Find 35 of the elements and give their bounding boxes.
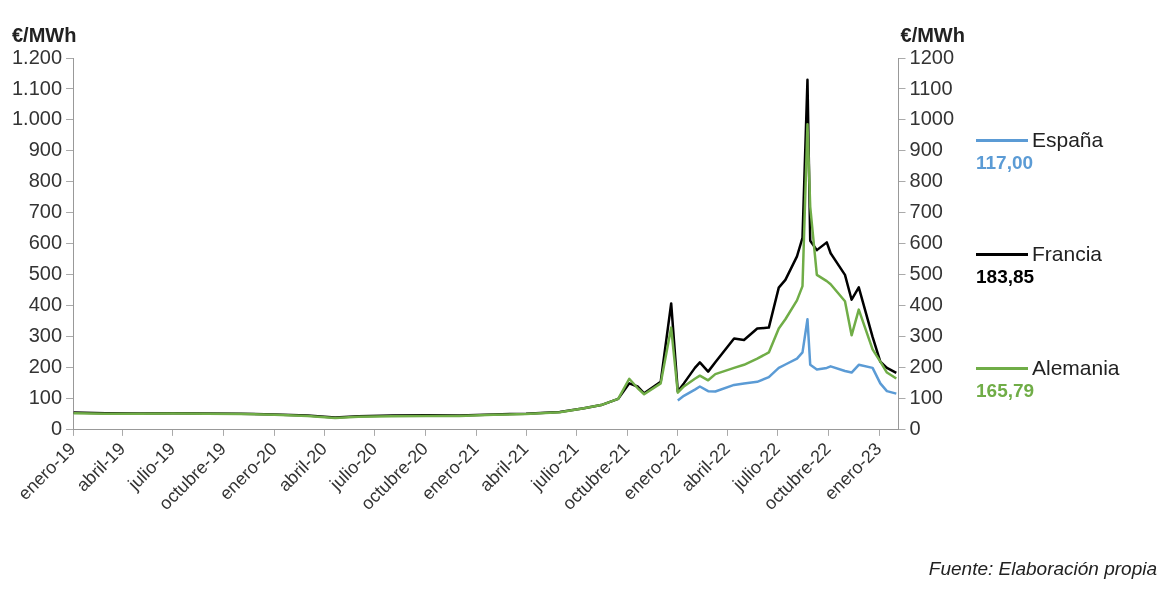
- y2-tick-label: 200: [909, 355, 943, 378]
- text: 183,85: [976, 266, 1036, 288]
- y-tick-label: 1.100: [11, 76, 63, 99]
- y-tick-label: 900: [28, 138, 63, 161]
- y-axis-title: €/MWh: [12, 23, 77, 46]
- y2-tick-label: 1000: [909, 107, 955, 130]
- text: 165,79: [976, 380, 1036, 402]
- y-tick-label: 1.200: [11, 45, 63, 68]
- legend-label: Alemania: [1032, 356, 1120, 380]
- y2-tick-label: 300: [909, 324, 943, 347]
- y-tick-label: 600: [28, 231, 63, 254]
- source-note: Fuente: Elaboración propia: [928, 558, 1157, 580]
- y-tick-label: 400: [28, 293, 63, 316]
- y-tick-label: 0: [50, 417, 63, 440]
- y2-tick-label: 0: [909, 417, 921, 440]
- y2-tick-label: 500: [909, 262, 943, 285]
- y2-tick-label: 1100: [909, 76, 953, 99]
- y2-tick-label: 1200: [909, 45, 955, 68]
- y2-tick-label: 800: [909, 169, 943, 192]
- y-tick-label: 500: [28, 262, 63, 285]
- y-tick-label: 100: [28, 386, 63, 409]
- y2-tick-label: 600: [909, 231, 943, 254]
- y-tick-label: 800: [28, 169, 63, 192]
- y2-tick-label: 900: [909, 138, 943, 161]
- y2-tick-label: 100: [909, 386, 943, 409]
- y-tick-label: 1.000: [11, 107, 63, 130]
- y2-tick-label: 400: [909, 293, 943, 316]
- y-tick-label: 200: [28, 355, 63, 378]
- y2-tick-label: 700: [909, 200, 943, 223]
- y-tick-label: 700: [28, 200, 63, 223]
- y2-axis-title: €/MWh: [900, 23, 965, 46]
- legend-label: España: [1032, 128, 1104, 152]
- legend-label: Francia: [1032, 242, 1103, 266]
- text: 117,00: [976, 152, 1035, 174]
- y-tick-label: 300: [28, 324, 63, 347]
